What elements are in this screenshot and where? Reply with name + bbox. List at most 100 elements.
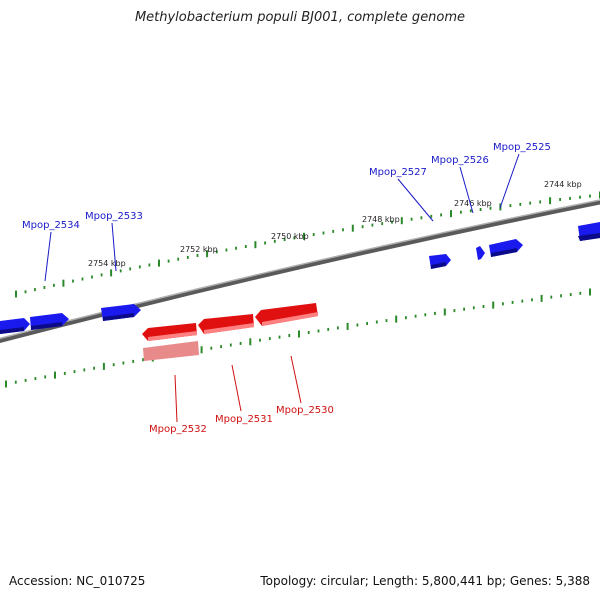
gene-label-mpop-2534[interactable]: Mpop_2534 [22,220,80,231]
lower-minor-tick [502,302,504,306]
upper-minor-tick [100,273,103,277]
upper-minor-tick [167,259,170,263]
upper-minor-tick [196,254,199,257]
upper-minor-tick [177,257,180,261]
gene-arrow-mpop-2527[interactable] [429,254,451,269]
lower-minor-tick [83,368,86,372]
scale-label-2744: 2744 kbp [544,180,582,189]
lower-minor-tick [560,294,562,298]
label-line-mpop-2526 [459,166,474,214]
upper-minor-tick [34,288,36,292]
upper-minor-tick [420,216,423,220]
upper-minor-tick [72,279,74,283]
gene-arrow-mpop-2532[interactable] [142,323,197,341]
upper-major-tick [62,279,65,287]
lower-minor-tick [424,313,427,317]
scale-label-2746: 2746 kbp [454,199,492,208]
lower-major-tick [395,315,398,323]
lower-minor-tick [579,291,582,295]
upper-minor-tick [283,238,286,242]
upper-minor-tick [53,283,55,287]
upper-major-tick [303,232,305,240]
upper-major-tick [206,250,209,258]
lower-major-tick [540,294,543,302]
lower-minor-tick [229,343,232,347]
gene-arrow-mpop-2530[interactable] [255,303,318,326]
lower-major-tick [102,362,105,370]
upper-minor-tick [529,201,532,205]
upper-minor-tick [148,263,151,267]
upper-minor-tick [244,245,247,248]
scale-label-2752: 2752 kbp [180,245,218,254]
upper-minor-tick [539,200,542,204]
lower-minor-tick [356,323,359,327]
lower-minor-tick [550,295,553,299]
label-line-mpop-2532 [174,374,178,423]
lower-major-tick [492,301,495,309]
upper-minor-tick [91,275,93,279]
lower-minor-tick [220,345,222,349]
upper-minor-tick [24,290,27,294]
scale-label-2754: 2754 kbp [88,259,126,268]
genome-summary: Topology: circular; Length: 5,800,441 bp… [260,574,590,588]
label-line-mpop-2533 [111,222,117,272]
gene-arrow-mpop-2531[interactable] [198,314,254,334]
upper-minor-tick [138,265,141,269]
lower-minor-tick [239,341,242,345]
upper-minor-tick [81,277,84,281]
lower-minor-tick [405,316,407,320]
lower-minor-tick [434,311,436,315]
upper-minor-tick [460,210,462,214]
label-line-mpop-2534 [44,231,52,282]
lower-major-tick [54,371,56,379]
lower-minor-tick [317,329,320,333]
lower-minor-tick [44,375,47,379]
gene-label-mpop-2531[interactable]: Mpop_2531 [215,414,273,425]
lower-minor-tick [24,378,27,382]
accession-label: Accession: NC_010725 [9,574,146,588]
upper-minor-tick [332,229,335,233]
upper-major-tick [254,241,257,249]
gene-label-mpop-2526[interactable]: Mpop_2526 [431,155,489,166]
label-line-mpop-2525 [499,153,520,209]
forward-gene-partial-left[interactable] [0,318,30,334]
upper-minor-tick [589,194,591,198]
lower-minor-tick [14,380,17,384]
upper-minor-tick [579,195,581,199]
label-line-mpop-2527 [397,178,434,222]
upper-minor-tick [293,236,296,240]
lower-minor-tick [472,306,475,310]
forward-gene-partial-right[interactable] [578,222,600,241]
lower-minor-tick [327,327,330,331]
gene-arrow-mpop-2534[interactable] [30,313,69,330]
lower-minor-tick [93,366,95,370]
lower-major-tick [249,338,252,346]
gene-label-mpop-2533[interactable]: Mpop_2533 [85,211,143,222]
upper-minor-tick [469,209,472,213]
upper-major-tick [450,210,452,218]
upper-minor-tick [119,269,122,273]
lower-major-tick [298,330,300,338]
gene-arrow-mpop-2525[interactable] [489,239,523,257]
gene-arrow-mpop-2533[interactable] [101,304,141,321]
upper-minor-tick [264,241,266,245]
lower-minor-tick [307,331,310,334]
gene-label-mpop-2527[interactable]: Mpop_2527 [369,167,427,178]
lower-minor-tick [385,319,388,323]
lower-minor-tick [511,300,514,304]
upper-minor-tick [186,255,189,259]
lower-major-tick [589,288,591,296]
lower-minor-tick [112,363,115,367]
upper-major-tick [549,197,552,205]
lower-minor-tick [142,358,144,362]
gene-label-mpop-2530[interactable]: Mpop_2530 [276,405,334,416]
gene-arrow-mpop-2526[interactable] [476,246,485,260]
gene-label-mpop-2525[interactable]: Mpop_2525 [493,142,551,153]
upper-major-tick [400,217,403,225]
upper-minor-tick [479,208,482,211]
upper-minor-tick [235,246,237,250]
gene-arrow-mpop-2532-faded[interactable] [143,341,199,361]
upper-minor-tick [273,239,276,243]
gene-label-mpop-2532[interactable]: Mpop_2532 [149,424,207,435]
